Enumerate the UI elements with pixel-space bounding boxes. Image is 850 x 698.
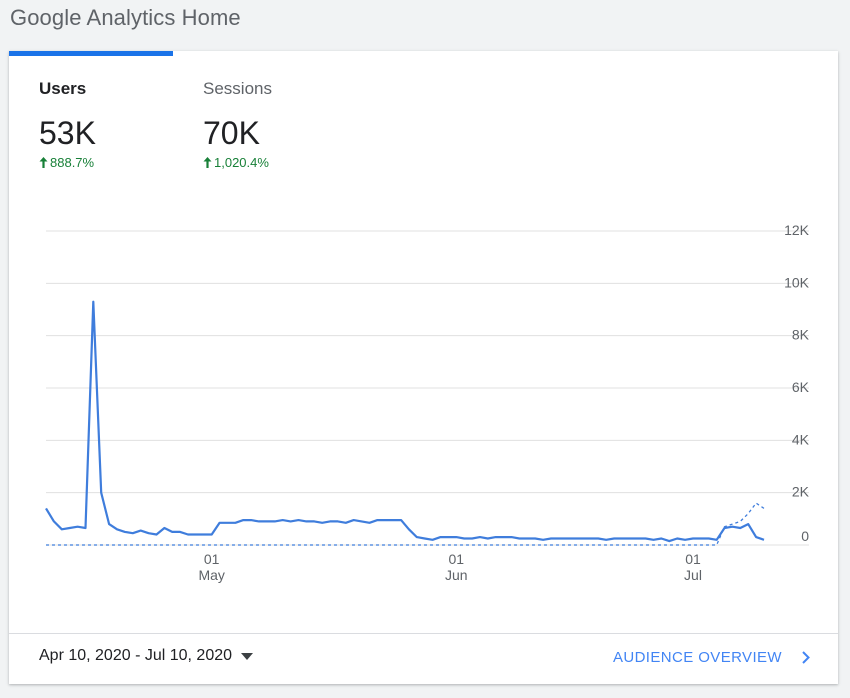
up-arrow-icon <box>39 157 48 168</box>
users-label: Users <box>39 79 87 98</box>
tab-users[interactable]: Users 53K 888.7% <box>39 79 189 170</box>
y-tick-label: 8K <box>792 327 810 343</box>
active-tab-indicator <box>9 51 173 56</box>
sessions-value: 70K <box>203 115 260 151</box>
footer-divider <box>9 633 838 634</box>
date-range-label: Apr 10, 2020 - Jul 10, 2020 <box>39 647 233 664</box>
y-tick-label: 6K <box>792 379 810 395</box>
date-range-selector[interactable]: Apr 10, 2020 - Jul 10, 2020 <box>39 647 254 665</box>
audience-overview-link[interactable]: AUDIENCE OVERVIEW <box>613 649 810 666</box>
x-tick-day: 01 <box>685 551 701 567</box>
caret-down-icon <box>241 652 254 660</box>
users-value: 53K <box>39 115 96 151</box>
users-change: 888.7% <box>39 155 189 170</box>
x-tick-day: 01 <box>448 551 464 567</box>
x-tick-month: Jul <box>684 567 702 583</box>
audience-overview-label: AUDIENCE OVERVIEW <box>612 649 782 666</box>
x-tick-month: May <box>198 567 224 583</box>
users-change-value: 888.7% <box>50 155 95 170</box>
sessions-change: 1,020.4% <box>203 155 353 170</box>
home-card: Users 53K 888.7% Sessions 70K 1,020.4% 1… <box>9 51 838 684</box>
sessions-change-value: 1,020.4% <box>214 155 269 170</box>
y-tick-label: 2K <box>792 484 810 500</box>
tab-sessions[interactable]: Sessions 70K 1,020.4% <box>203 79 353 170</box>
x-tick-day: 01 <box>204 551 220 567</box>
users-series-line <box>45 300 765 543</box>
y-tick-label: 4K <box>792 431 810 447</box>
up-arrow-icon <box>203 157 212 168</box>
page-title: Google Analytics Home <box>10 5 241 30</box>
sessions-label: Sessions <box>203 79 272 98</box>
x-tick-month: Jun <box>445 567 468 583</box>
y-tick-label: 10K <box>784 274 810 290</box>
y-tick-label: 0 <box>801 528 809 544</box>
y-tick-label: 12K <box>784 222 810 238</box>
chevron-right-icon <box>802 651 810 664</box>
